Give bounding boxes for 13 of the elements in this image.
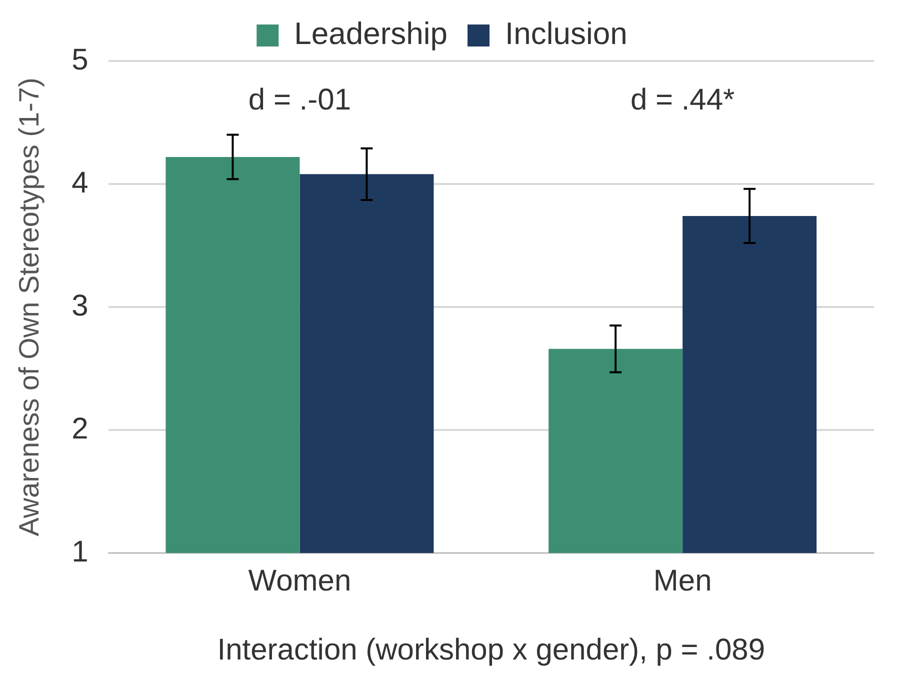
x-tick-label: Women [248,564,352,598]
legend-label: Leadership [294,16,448,52]
y-tick-label: 1 [72,535,88,568]
y-tick-label: 3 [72,289,88,322]
y-tick-label: 2 [72,412,88,446]
y-axis-title: Awareness of Own Stereotypes (1-7) [14,78,45,536]
x-axis-title: Interaction (workshop x gender), p = .089 [217,633,766,666]
annotation: d = .44* [630,83,736,116]
y-tick-label: 4 [72,166,88,200]
y-tick-label: 5 [72,43,88,76]
x-tick-label: Men [653,564,712,598]
legend-label: Inclusion [505,16,628,52]
annotation: d = .-01 [248,83,352,116]
